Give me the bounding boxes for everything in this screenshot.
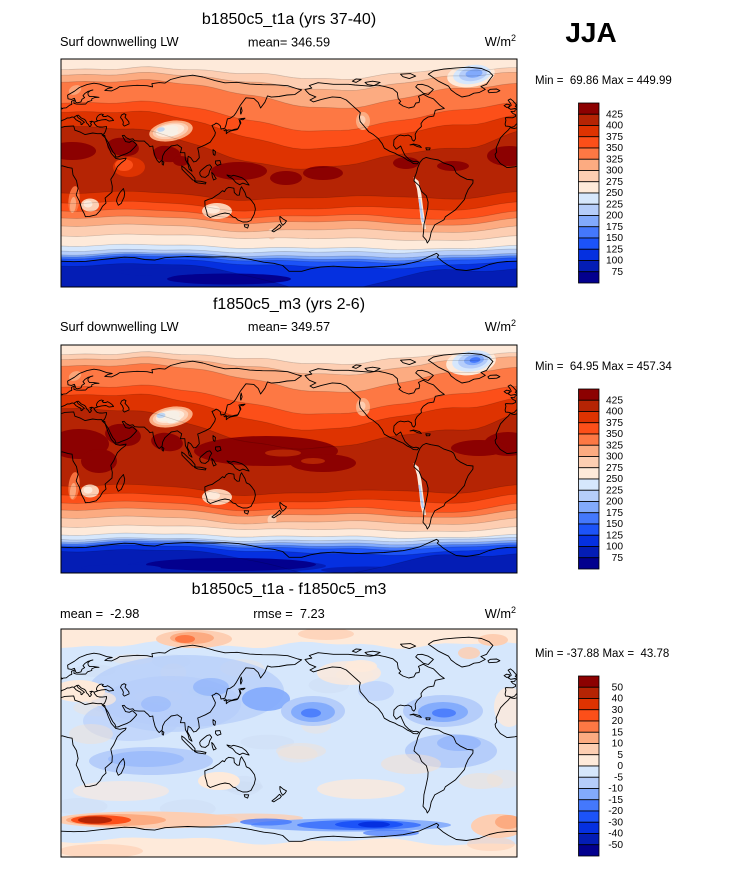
svg-text:W/m2: W/m2 bbox=[485, 318, 516, 334]
svg-text:W/m2: W/m2 bbox=[485, 33, 516, 49]
svg-text:Surf downwelling LW: Surf downwelling LW bbox=[60, 319, 179, 334]
svg-text:375: 375 bbox=[606, 132, 623, 143]
svg-text:150: 150 bbox=[606, 233, 623, 244]
svg-text:425: 425 bbox=[606, 110, 623, 121]
svg-text:75: 75 bbox=[612, 267, 624, 278]
svg-text:W/m2: W/m2 bbox=[485, 605, 516, 621]
svg-text:425: 425 bbox=[606, 395, 623, 406]
svg-text:175: 175 bbox=[606, 222, 623, 233]
svg-text:b1850c5_t1a (yrs 37-40): b1850c5_t1a (yrs 37-40) bbox=[202, 11, 376, 28]
svg-text:15: 15 bbox=[612, 728, 624, 739]
svg-text:400: 400 bbox=[606, 121, 623, 132]
svg-text:-50: -50 bbox=[608, 840, 623, 851]
svg-text:50: 50 bbox=[612, 683, 624, 694]
svg-text:b1850c5_t1a - f1850c5_m3: b1850c5_t1a - f1850c5_m3 bbox=[192, 581, 387, 598]
svg-text:20: 20 bbox=[612, 716, 624, 727]
svg-text:250: 250 bbox=[606, 474, 623, 485]
svg-text:-15: -15 bbox=[608, 795, 623, 806]
svg-text:-30: -30 bbox=[608, 818, 623, 829]
svg-text:-40: -40 bbox=[608, 829, 623, 840]
svg-text:350: 350 bbox=[606, 429, 623, 440]
svg-text:375: 375 bbox=[606, 418, 623, 429]
svg-text:275: 275 bbox=[606, 177, 623, 188]
svg-text:300: 300 bbox=[606, 166, 623, 177]
svg-text:Min = -37.88 Max = 43.78: Min = -37.88 Max = 43.78 bbox=[535, 648, 669, 660]
svg-text:-10: -10 bbox=[608, 784, 623, 795]
svg-text:f1850c5_m3 (yrs 2-6): f1850c5_m3 (yrs 2-6) bbox=[213, 296, 365, 313]
svg-text:10: 10 bbox=[612, 739, 624, 750]
svg-text:325: 325 bbox=[606, 440, 623, 451]
svg-text:Min = 64.95 Max = 457.34: Min = 64.95 Max = 457.34 bbox=[535, 361, 672, 373]
svg-text:300: 300 bbox=[606, 452, 623, 463]
svg-text:200: 200 bbox=[606, 211, 623, 222]
svg-text:75: 75 bbox=[612, 553, 624, 564]
svg-text:125: 125 bbox=[606, 244, 623, 255]
svg-text:-5: -5 bbox=[614, 773, 623, 784]
svg-text:JJA: JJA bbox=[565, 17, 616, 48]
svg-text:225: 225 bbox=[606, 485, 623, 496]
svg-text:275: 275 bbox=[606, 463, 623, 474]
svg-text:mean= 349.57: mean= 349.57 bbox=[248, 319, 330, 334]
svg-text:175: 175 bbox=[606, 508, 623, 519]
svg-text:mean= 346.59: mean= 346.59 bbox=[248, 35, 330, 50]
svg-text:150: 150 bbox=[606, 519, 623, 530]
svg-text:225: 225 bbox=[606, 199, 623, 210]
svg-text:125: 125 bbox=[606, 531, 623, 542]
svg-text:0: 0 bbox=[617, 761, 623, 772]
svg-text:400: 400 bbox=[606, 407, 623, 418]
svg-text:Min = 69.86 Max = 449.99: Min = 69.86 Max = 449.99 bbox=[535, 75, 672, 87]
svg-text:40: 40 bbox=[612, 694, 624, 705]
svg-text:30: 30 bbox=[612, 705, 624, 716]
svg-text:325: 325 bbox=[606, 154, 623, 165]
svg-text:100: 100 bbox=[606, 542, 623, 553]
svg-text:5: 5 bbox=[617, 750, 623, 761]
svg-text:rmse = 7.23: rmse = 7.23 bbox=[253, 606, 324, 621]
svg-text:200: 200 bbox=[606, 497, 623, 508]
svg-text:-20: -20 bbox=[608, 806, 623, 817]
svg-text:350: 350 bbox=[606, 143, 623, 154]
svg-text:mean = -2.98: mean = -2.98 bbox=[60, 606, 139, 621]
svg-text:100: 100 bbox=[606, 256, 623, 267]
svg-text:Surf downwelling LW: Surf downwelling LW bbox=[60, 34, 179, 49]
svg-text:250: 250 bbox=[606, 188, 623, 199]
